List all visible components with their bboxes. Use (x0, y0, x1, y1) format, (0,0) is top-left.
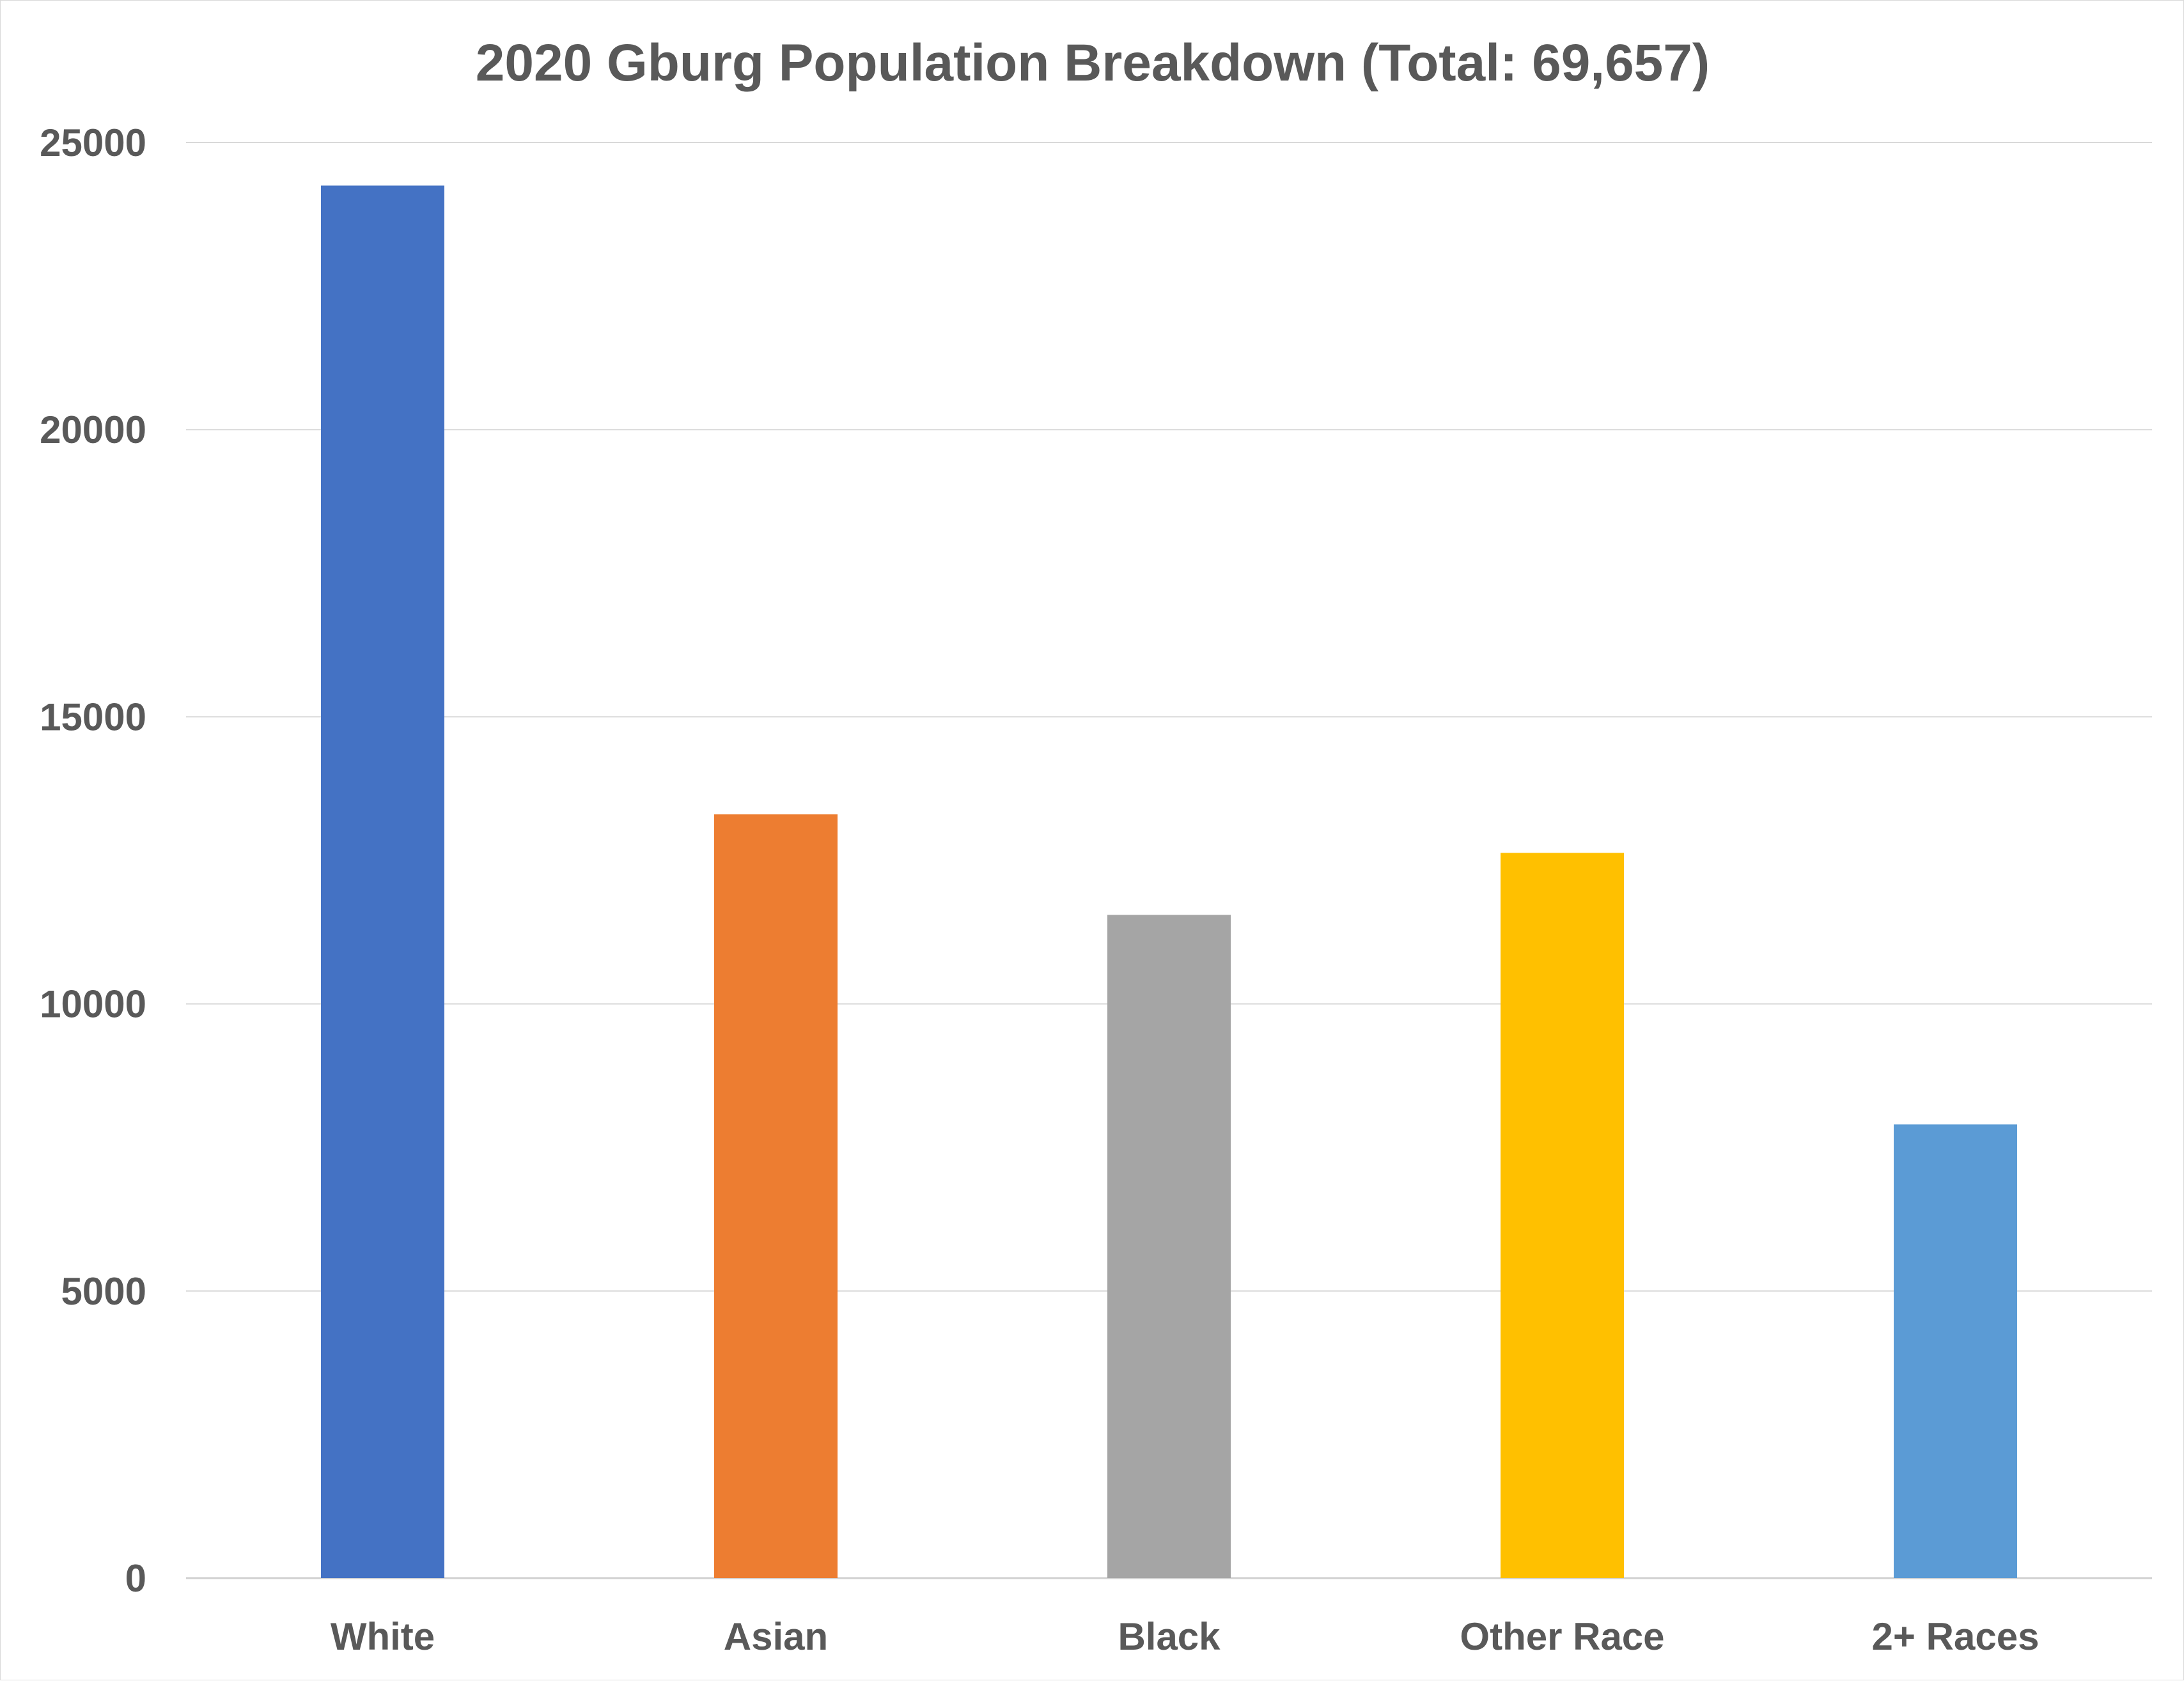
chart-title: 2020 Gburg Population Breakdown (Total: … (476, 34, 1710, 92)
x-category-label: Asian (724, 1615, 828, 1658)
x-category-label: Other Race (1460, 1615, 1664, 1658)
bar-black (1107, 915, 1231, 1578)
y-tick-label: 15000 (40, 695, 146, 738)
bar-asian (714, 814, 838, 1578)
y-tick-label: 0 (125, 1557, 146, 1600)
bar-2-races (1894, 1124, 2017, 1578)
y-axis-ticks: 0 5000 10000 15000 20000 25000 (40, 121, 146, 1600)
y-tick-label: 10000 (40, 983, 146, 1026)
x-category-label: Black (1118, 1615, 1221, 1658)
bars (321, 185, 2017, 1579)
bar-white (321, 185, 444, 1579)
y-tick-label: 5000 (61, 1270, 146, 1313)
y-tick-label: 20000 (40, 408, 146, 451)
x-category-label: 2+ Races (1872, 1615, 2040, 1658)
x-category-label: White (331, 1615, 435, 1658)
y-tick-label: 25000 (40, 121, 146, 164)
bar-other-race (1501, 853, 1624, 1578)
x-axis-categories: White Asian Black Other Race 2+ Races (331, 1615, 2040, 1658)
